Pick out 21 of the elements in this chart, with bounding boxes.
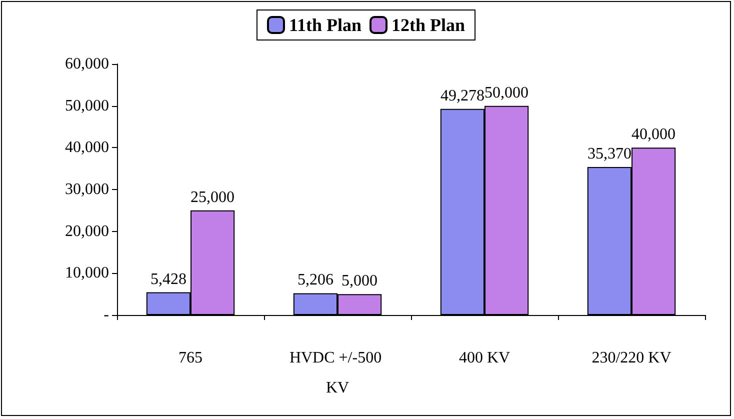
y-tick-label: 60,000 — [65, 56, 109, 72]
y-tick-label: 20,000 — [65, 222, 109, 240]
data-label: 5,206 — [297, 272, 334, 289]
x-tick-label: 765 — [178, 350, 202, 366]
y-tick-label: 30,000 — [65, 181, 109, 198]
x-tick-label: 400 KV — [458, 350, 510, 366]
x-tick-label: 230/220 KV — [592, 350, 672, 366]
legend-label: 12th Plan — [392, 15, 466, 35]
legend-label: 11th Plan — [288, 15, 362, 35]
x-tick-label: HVDC +/-500 KV — [289, 350, 386, 396]
data-label: 25,000 — [190, 188, 235, 206]
y-tick-label: 40,000 — [65, 139, 109, 156]
data-label: 35,370 — [587, 146, 632, 163]
data-label: 49,278 — [440, 87, 484, 104]
y-tick-label: 10,000 — [65, 264, 109, 282]
data-label: 50,000 — [484, 84, 529, 102]
data-label: 5,428 — [150, 270, 186, 288]
y-tick-label: - — [104, 306, 109, 324]
y-tick-label: 50,000 — [65, 97, 109, 114]
data-label: 40,000 — [632, 126, 676, 144]
data-label: 5,000 — [342, 272, 378, 290]
